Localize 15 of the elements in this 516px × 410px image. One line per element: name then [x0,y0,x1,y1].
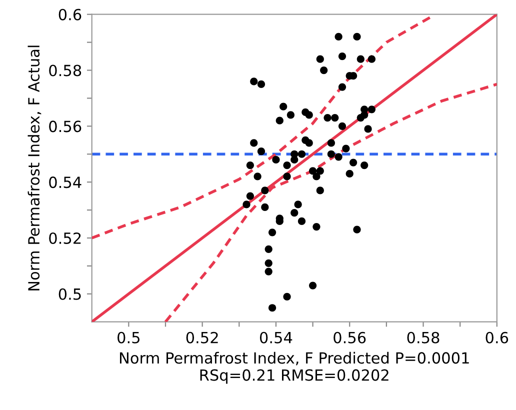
y-tick-label: 0.58 [49,64,82,76]
y-tick-label: 0.52 [49,232,81,244]
x-tick-label: 0.58 [407,332,440,344]
line-series [92,16,432,240]
x-tick-label: 0.52 [186,332,218,344]
x-tick-label: 0.56 [334,332,366,344]
y-axis-title: Norm Permafrost Index, F Actual [28,46,42,290]
y-tick-label: 0.54 [49,176,82,188]
x-tick-label: 0.5 [118,332,140,344]
x-axis-title: Norm Permafrost Index, F Predicted P=0.0001 RSq=0.21 RMSE=0.0202 [120,352,469,384]
y-tick-label: 0.56 [49,120,82,132]
y-tick-label: 0.6 [58,8,82,20]
x-tick-label: 0.54 [260,332,292,344]
x-tick-label: 0.6 [486,332,508,344]
y-tick-label: 0.5 [58,288,81,300]
